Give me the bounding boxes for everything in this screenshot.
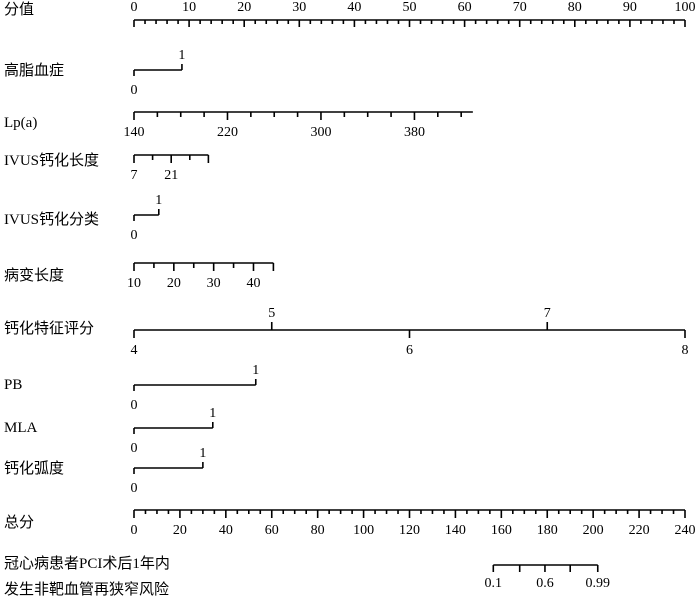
variable-label-ivus_class: IVUS钙化分类 (4, 211, 99, 228)
total-tick-label: 60 (265, 523, 279, 538)
points-tick-label: 90 (623, 0, 637, 15)
binary-value-label-mla: 1 (209, 406, 216, 421)
points-tick-label: 20 (237, 0, 251, 15)
points-tick-label: 30 (292, 0, 306, 15)
variable-tick-label-lesion_length: 30 (207, 276, 221, 291)
total-tick-label: 180 (537, 523, 558, 538)
binary-value-label-mla: 0 (131, 441, 138, 456)
total-tick-label: 240 (675, 523, 696, 538)
points-tick-label: 50 (403, 0, 417, 15)
variable-label-mla: MLA (4, 420, 38, 436)
variable-tick-label-lpa: 140 (124, 125, 145, 140)
risk-label-line1: 冠心病患者PCI术后1年内 (4, 555, 170, 572)
risk-tick-label: 0.6 (536, 576, 554, 591)
points-tick-label: 0 (131, 0, 138, 15)
variable-tick-label-ivus_length: 7 (131, 168, 138, 183)
variable-label-hyperlipidemia: 高脂血症 (4, 62, 64, 79)
points-tick-label: 40 (347, 0, 361, 15)
binary-value-label-ivus_class: 0 (131, 228, 138, 243)
points-tick-label: 70 (513, 0, 527, 15)
variable-tick-label-lesion_length: 40 (246, 276, 260, 291)
total-tick-label: 20 (173, 523, 187, 538)
variable-label-calc_arc: 钙化弧度 (4, 460, 64, 477)
binary-value-label-calc_arc: 1 (199, 446, 206, 461)
variable-tick-label-ivus_length: 21 (164, 168, 178, 183)
variable-tick-label-calc_score: 5 (268, 306, 275, 321)
binary-value-label-hyperlipidemia: 0 (131, 83, 138, 98)
total-tick-label: 120 (399, 523, 420, 538)
variable-tick-label-lesion_length: 20 (167, 276, 181, 291)
risk-tick-label: 0.99 (586, 576, 611, 591)
variable-tick-label-calc_score: 7 (544, 306, 551, 321)
total-tick-label: 80 (311, 523, 325, 538)
total-tick-label: 200 (583, 523, 604, 538)
total-tick-label: 160 (491, 523, 512, 538)
binary-value-label-pb: 0 (131, 398, 138, 413)
points-tick-label: 100 (675, 0, 696, 15)
variable-tick-label-lpa: 220 (217, 125, 238, 140)
total-tick-label: 40 (219, 523, 233, 538)
variable-label-pb: PB (4, 377, 22, 393)
variable-tick-label-lpa: 380 (404, 125, 425, 140)
binary-value-label-hyperlipidemia: 1 (178, 48, 185, 63)
variable-label-ivus_length: IVUS钙化长度 (4, 152, 99, 169)
total-tick-label: 100 (353, 523, 374, 538)
variable-tick-label-lesion_length: 10 (127, 276, 141, 291)
variable-tick-label-calc_score: 4 (131, 343, 138, 358)
variable-tick-label-lpa: 300 (310, 125, 331, 140)
variable-tick-label-calc_score: 6 (406, 343, 413, 358)
variable-label-lpa: Lp(a) (4, 115, 37, 131)
total-points-label: 总分 (4, 514, 34, 531)
variable-label-calc_score: 钙化特征评分 (4, 320, 94, 337)
points-tick-label: 60 (458, 0, 472, 15)
binary-value-label-calc_arc: 0 (131, 481, 138, 496)
points-tick-label: 80 (568, 0, 582, 15)
total-tick-label: 220 (629, 523, 650, 538)
risk-label-line2: 发生非靶血管再狭窄风险 (4, 580, 169, 598)
binary-value-label-ivus_class: 1 (155, 193, 162, 208)
risk-tick-label: 0.1 (485, 576, 503, 591)
points-row-label: 分值 (4, 1, 34, 18)
variable-tick-label-calc_score: 8 (682, 343, 689, 358)
variable-label-lesion_length: 病变长度 (4, 267, 64, 284)
total-tick-label: 0 (131, 523, 138, 538)
total-tick-label: 140 (445, 523, 466, 538)
points-tick-label: 10 (182, 0, 196, 15)
binary-value-label-pb: 1 (252, 363, 259, 378)
